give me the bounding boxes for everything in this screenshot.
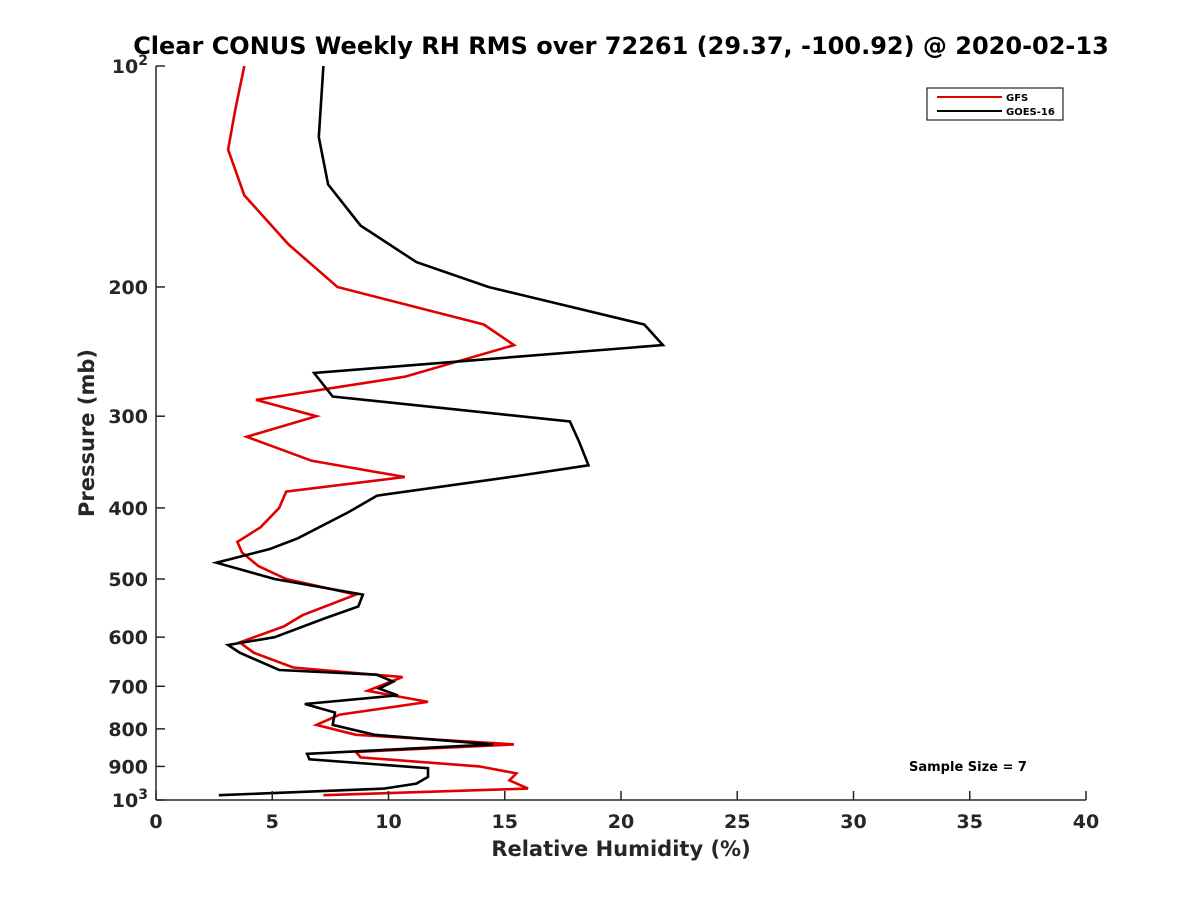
- series-layer: [211, 65, 666, 797]
- y-tick-label: 400: [108, 498, 148, 520]
- y-tick-label: 800: [108, 719, 148, 741]
- y-tick-label: 600: [108, 627, 148, 649]
- x-tick-label: 25: [724, 811, 750, 833]
- x-axis-label: Relative Humidity (%): [491, 837, 750, 861]
- y-axis-label: Pressure (mb): [75, 349, 99, 517]
- plot-area: 0 5 10 15 20 25 30 35 40 102 200 300 400 500 600 700 80…: [108, 53, 1099, 833]
- y-tick-label: 103: [112, 787, 148, 812]
- y-tick-label: 200: [108, 277, 148, 299]
- y-tick-label: 300: [108, 406, 148, 428]
- x-ticks: 0 5 10 15 20 25 30 35 40: [149, 791, 1099, 833]
- y-tick-label: 900: [108, 756, 148, 778]
- x-tick-label: 35: [957, 811, 983, 833]
- legend-box: [926, 87, 1064, 121]
- x-tick-label: 40: [1073, 811, 1099, 833]
- legend-label-gfs: GFS: [1006, 93, 1028, 104]
- x-tick-label: 0: [149, 811, 162, 833]
- x-tick-label: 20: [608, 811, 634, 833]
- series-line-goes16: [211, 65, 666, 797]
- x-tick-label: 30: [840, 811, 866, 833]
- y-tick-label: 700: [108, 676, 148, 698]
- y-tick-label: 102: [112, 53, 148, 78]
- x-tick-label: 10: [375, 811, 401, 833]
- x-tick-label: 15: [492, 811, 518, 833]
- chart-title: Clear CONUS Weekly RH RMS over 72261 (29…: [133, 32, 1109, 60]
- y-tick-label: 500: [108, 569, 148, 591]
- x-tick-label: 5: [266, 811, 279, 833]
- sample-size-annotation: Sample Size = 7: [909, 760, 1027, 775]
- y-ticks: 102 200 300 400 500 600 700 800 900 103: [108, 53, 165, 812]
- legend: GFS GOES-16: [926, 87, 1064, 121]
- legend-label-goes16: GOES-16: [1006, 107, 1055, 118]
